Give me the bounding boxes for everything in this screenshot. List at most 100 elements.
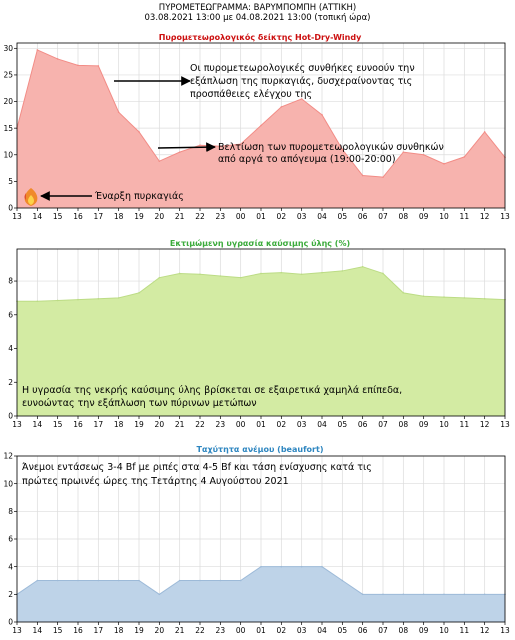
x-tick-label: 11 [460, 212, 470, 221]
data-point [138, 579, 140, 582]
chart-wind-speed: 13 14 15 16 17 18 19 20 21 22 23 00 01 02 03 04 05 06 07 08… [3, 452, 510, 635]
data-point [219, 275, 222, 277]
data-point [56, 299, 59, 302]
data-point [260, 124, 262, 127]
data-point [239, 143, 242, 145]
fire-icon [24, 188, 38, 206]
x-tick-label: 23 [216, 420, 226, 429]
x-tick-label: 13 [12, 420, 22, 429]
x-tick-label: 00 [236, 626, 246, 635]
data-point [341, 579, 344, 582]
data-point [178, 272, 181, 275]
data-point [280, 565, 283, 568]
data-point [402, 593, 405, 596]
x-tick-label: 16 [73, 626, 83, 635]
x-tick-label: 07 [378, 626, 388, 635]
x-tick-label: 11 [460, 626, 470, 635]
page-title: ΠΥΡΟΜΕΤΕΩΓΡΑΜΜΑ: ΒΑΡΥΜΠΟΜΠΗ (ΑΤΤΙΚΗ) [158, 3, 357, 13]
x-tick-label: 08 [399, 626, 409, 635]
y-tick-label: 4 [8, 562, 13, 571]
x-tick-label: 19 [134, 626, 144, 635]
y-tick-label: 20 [3, 97, 13, 106]
x-tick-label: 08 [399, 420, 409, 429]
data-point [158, 276, 161, 279]
x-tick-label: 17 [94, 212, 104, 221]
x-tick-label: 15 [53, 420, 63, 429]
x-tick-label: 20 [155, 626, 165, 635]
x-tick-label: 21 [175, 420, 185, 429]
data-point [97, 297, 100, 300]
x-tick-label: 06 [358, 626, 368, 635]
data-point [483, 593, 486, 596]
data-point [443, 163, 445, 165]
x-tick-label: 11 [460, 420, 470, 429]
data-point [97, 579, 100, 582]
data-point [219, 579, 222, 582]
data-point [77, 64, 79, 67]
x-tick-label: 13 [500, 626, 510, 635]
data-point [36, 49, 39, 51]
annotation-moisture-line2: ευνοώντας την εξάπλωση των πύρινων μετώπ… [22, 398, 257, 409]
page-subtitle: 03.08.2021 13:00 με 04.08.2021 13:00 (το… [144, 13, 371, 23]
x-tick-label: 01 [256, 212, 266, 221]
annotation-wind-line2: πρώτες πρωινές ώρες της Τετάρτης 4 Αυγού… [22, 476, 289, 487]
y-tick-label: 0 [8, 412, 13, 421]
y-tick-label: 15 [3, 124, 13, 133]
x-tick-label: 22 [195, 420, 205, 429]
data-point [117, 579, 120, 582]
x-tick-label: 14 [33, 212, 43, 221]
chart-hdw-index: 13 14 15 16 17 18 19 20 21 22 23 00 01 02 03 04 05 06 07 08… [3, 42, 510, 221]
data-point [260, 565, 262, 568]
data-point [361, 174, 364, 177]
data-point [361, 265, 364, 268]
area-fill [17, 266, 505, 416]
data-point [56, 58, 59, 60]
x-tick-label: 03 [297, 626, 307, 635]
y-tick-label: 30 [3, 44, 13, 53]
data-point [178, 579, 181, 582]
data-point [77, 579, 79, 582]
x-tick-label: 03 [297, 420, 307, 429]
x-tick-label: 13 [12, 212, 22, 221]
x-tick-label: 22 [195, 212, 205, 221]
data-point [422, 153, 425, 156]
x-tick-label: 12 [480, 212, 490, 221]
annotation-improvement-line1: Βελτίωση των πυρομετεωρολογικών συνθηκών [218, 142, 444, 153]
data-point [300, 273, 303, 276]
annotation-fire-start: Έναρξη πυρκαγιάς [94, 191, 184, 202]
x-tick-label: 10 [439, 420, 449, 429]
x-tick-label: 05 [338, 212, 348, 221]
data-point [341, 270, 344, 272]
chart-title-hdw: Πυρομετεωρολογικός δείκτης Hot-Dry-Windy [159, 32, 362, 42]
x-tick-label: 12 [480, 626, 490, 635]
x-tick-label: 20 [155, 212, 165, 221]
x-tick-label: 10 [439, 212, 449, 221]
data-point [56, 579, 59, 582]
data-point [402, 151, 405, 153]
data-point [199, 579, 201, 582]
data-point [422, 593, 425, 596]
annotation-favourable-line1: Οι πυρομετεωρολογικές συνθήκες ευνοούν τ… [190, 63, 415, 74]
data-point [483, 297, 486, 300]
x-tick-label: 04 [317, 420, 327, 429]
y-tick-label: 6 [8, 310, 13, 319]
x-tick-label: 16 [73, 212, 83, 221]
data-point [36, 579, 39, 582]
data-point [239, 579, 242, 582]
x-tick-label: 22 [195, 626, 205, 635]
x-tick-label: 18 [114, 212, 124, 221]
y-tick-label: 10 [3, 479, 13, 488]
data-point [402, 292, 405, 294]
y-tick-label: 8 [8, 507, 13, 516]
x-tick-label: 10 [439, 626, 449, 635]
x-tick-label: 04 [317, 626, 327, 635]
data-point [443, 593, 445, 596]
x-tick-label: 19 [134, 212, 144, 221]
data-point [117, 297, 120, 299]
x-tick-label: 05 [338, 626, 348, 635]
x-tick-label: 05 [338, 420, 348, 429]
data-point [239, 276, 242, 279]
x-tick-label: 23 [216, 626, 226, 635]
data-point [117, 111, 120, 113]
data-point [321, 114, 323, 116]
